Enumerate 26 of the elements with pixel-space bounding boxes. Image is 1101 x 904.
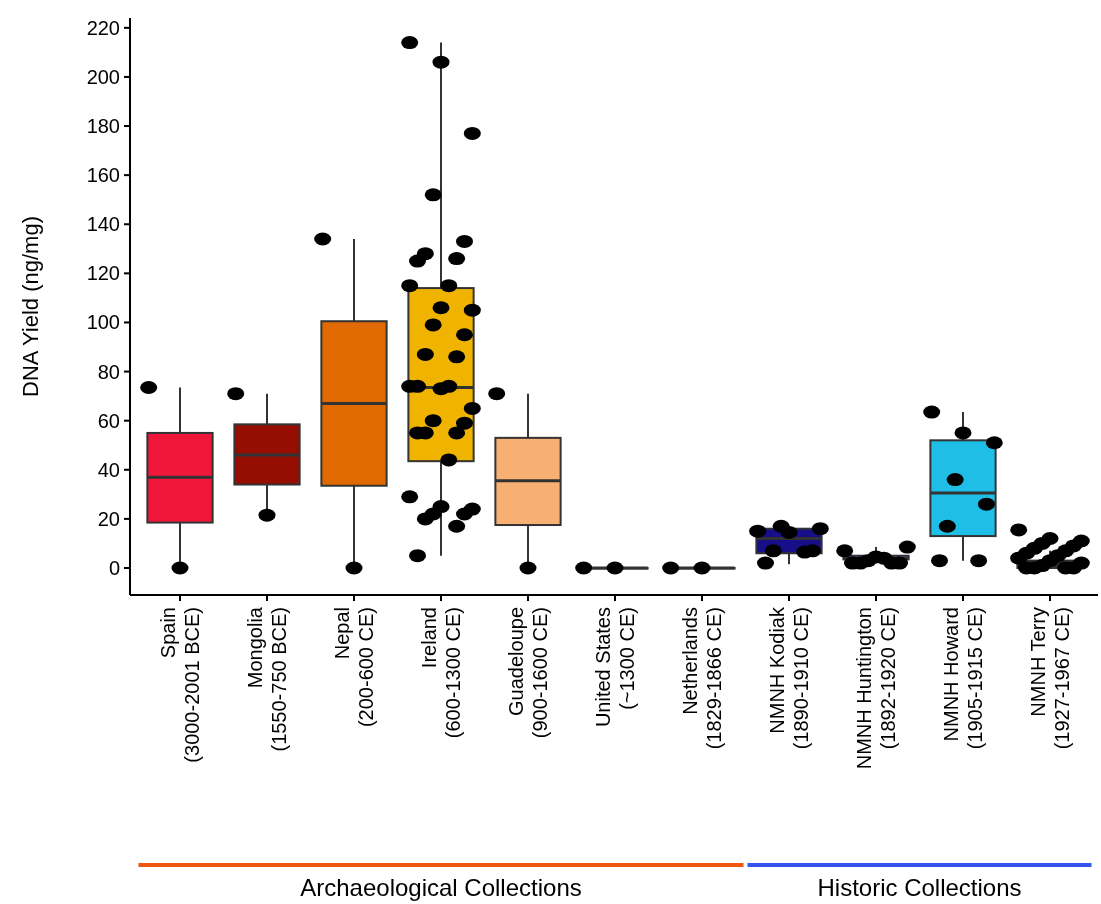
y-tick-label: 160 [86, 164, 120, 187]
y-tick-label: 60 [97, 409, 120, 432]
x-tick-label: Ireland (600-1300 CE) [418, 607, 464, 739]
x-tick-label: Spain (3000-2001 BCE) [157, 607, 203, 763]
x-tick-label: Netherlands (1829-1866 CE) [679, 607, 725, 750]
y-tick-label: 100 [86, 311, 120, 334]
y-tick-label: 120 [86, 262, 120, 285]
y-tick-label: 80 [97, 360, 120, 383]
x-tick-label: Mongolia (1550-750 BCE) [244, 606, 290, 752]
x-tick-label: NMNH Terry (1927-1967 CE) [1027, 607, 1073, 750]
x-tick-label: NMNH Huntington (1892-1920 CE) [853, 607, 899, 770]
x-tick-label: NMNH Howard (1905-1915 CE) [940, 607, 986, 750]
x-tick-label: United States (~1300 CE) [592, 607, 638, 728]
x-tick-label: Nepal (200-600 CE) [331, 607, 377, 728]
y-tick-label: 20 [97, 507, 120, 530]
y-tick-label: 180 [86, 115, 120, 138]
y-tick-label: 200 [86, 65, 120, 88]
y-tick-label: 220 [86, 16, 120, 39]
x-tick-label: NMNH Kodiak (1890-1910 CE) [766, 606, 812, 750]
x-tick-label: Guadeloupe (900-1600 CE) [505, 607, 551, 739]
y-tick-label: 0 [108, 556, 120, 579]
text: Archaeological Collections [300, 874, 582, 901]
text: Historic Collections [817, 874, 1022, 901]
y-tick-label: 140 [86, 213, 120, 236]
y-axis-title: DNA Yield (ng/mg) [18, 216, 43, 397]
y-tick-label: 40 [97, 458, 120, 481]
